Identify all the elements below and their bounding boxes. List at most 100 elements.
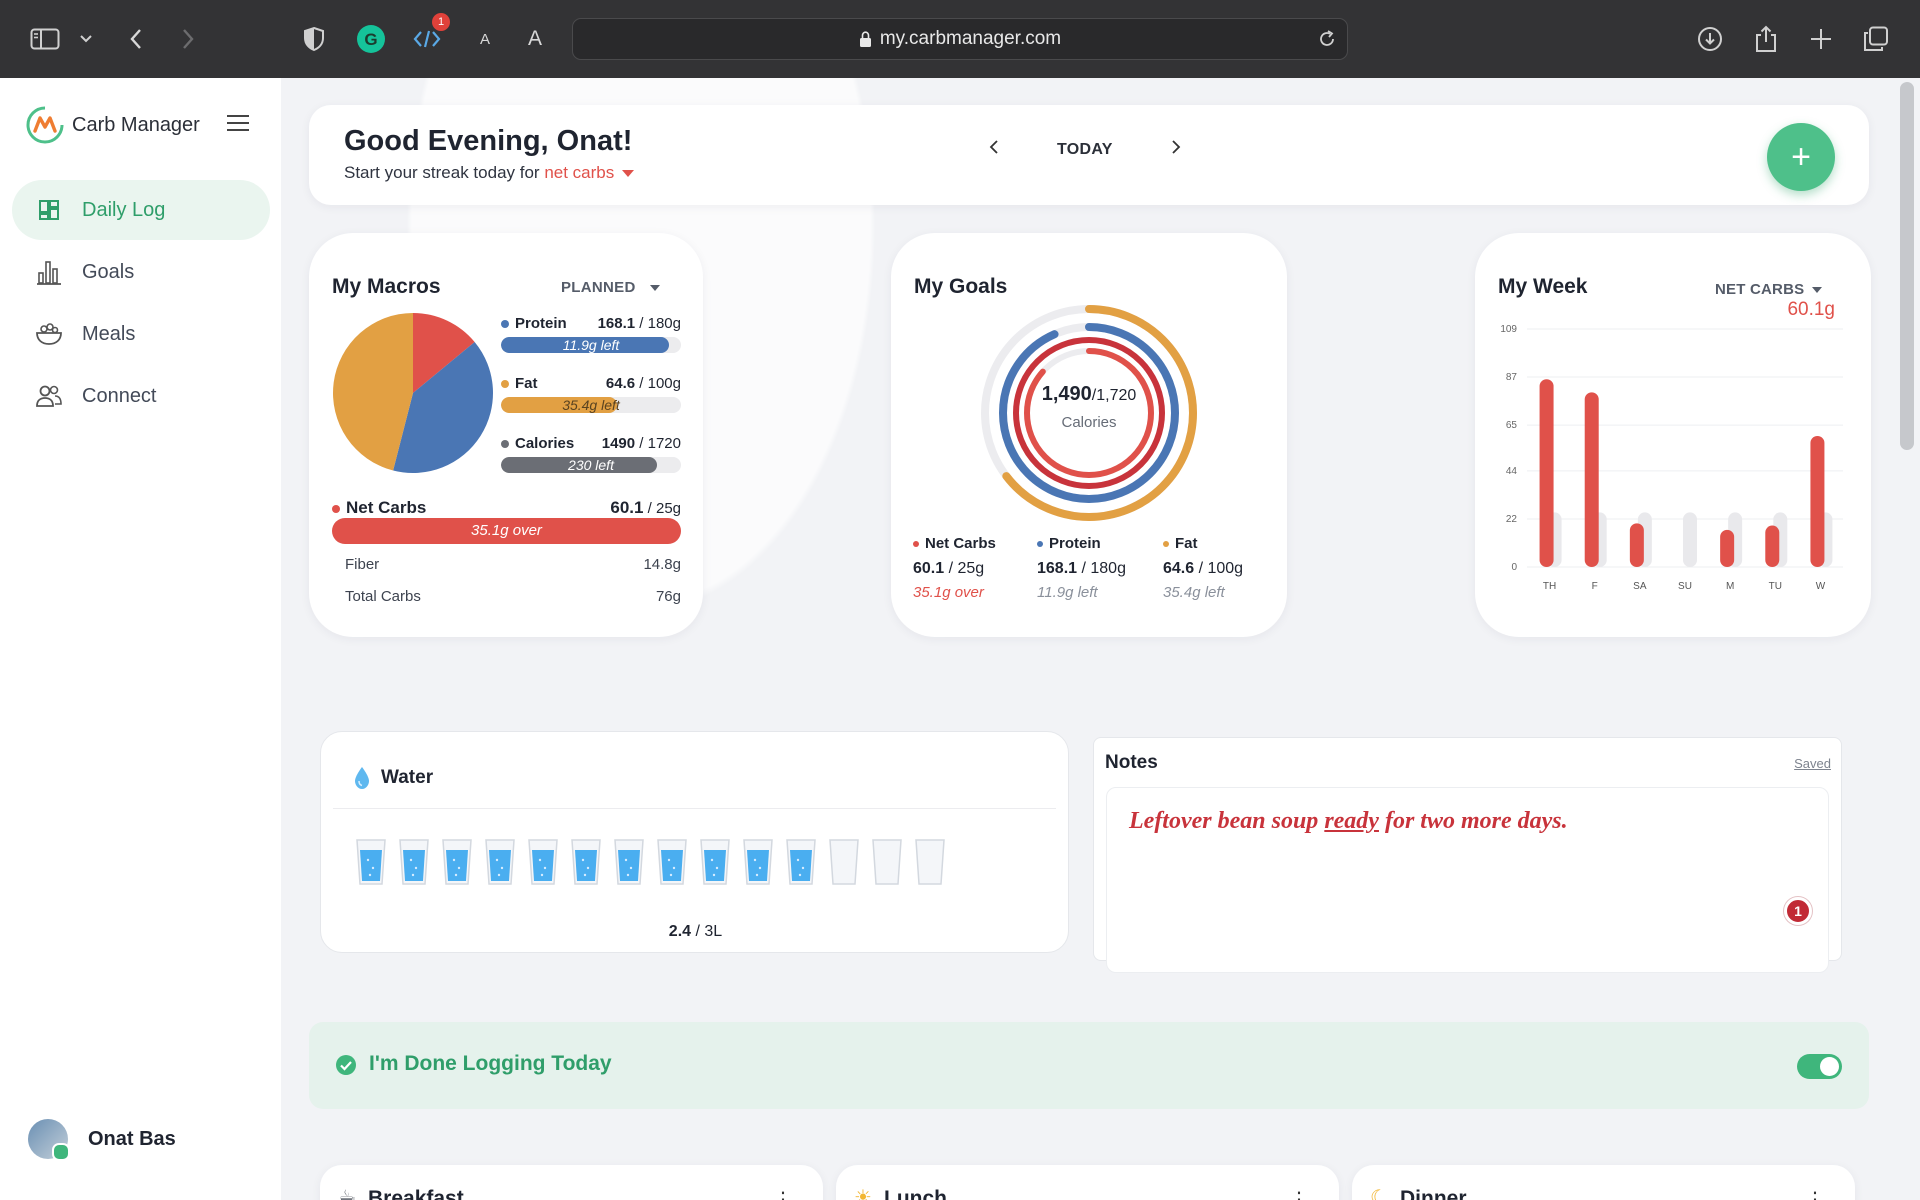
grammarly-icon[interactable]: G <box>356 22 386 56</box>
streak-text: Start your streak today for net carbs <box>344 163 635 183</box>
goal-value: 64.6 <box>1163 560 1195 577</box>
notes-textarea[interactable]: Leftover bean soup ready for two more da… <box>1106 787 1829 973</box>
chevron-down-icon[interactable] <box>76 22 96 56</box>
water-glass-full[interactable] <box>355 838 387 886</box>
share-icon[interactable] <box>1752 22 1780 56</box>
new-tab-icon[interactable] <box>1808 22 1834 56</box>
net-carbs-goal: / 25g <box>643 500 681 517</box>
bar-f[interactable] <box>1584 392 1599 567</box>
water-glass-full[interactable] <box>656 838 688 886</box>
y-tick-label: 65 <box>1506 420 1518 431</box>
done-logging-toggle[interactable] <box>1797 1054 1842 1079</box>
water-glass-full[interactable] <box>785 838 817 886</box>
protein-dot <box>1037 541 1043 548</box>
water-amount: 2.4 / 3L <box>321 923 1070 941</box>
carb-manager-logo-icon <box>26 106 64 144</box>
water-glass-full[interactable] <box>441 838 473 886</box>
svg-text:G: G <box>364 30 377 49</box>
my-macros-card: My Macros PLANNED Protein 168.1 / 180g 11… <box>309 233 703 637</box>
pie-slice-net-carbs <box>413 313 475 393</box>
sidebar-toggle-icon[interactable] <box>28 22 62 56</box>
water-drop-icon <box>355 767 369 789</box>
net-carbs-dot <box>332 504 340 513</box>
sidebar-item-meals[interactable]: Meals <box>12 304 270 364</box>
ring-calories <box>1024 348 1154 478</box>
back-icon[interactable] <box>124 22 148 56</box>
user-profile[interactable]: Onat Bas <box>28 1119 176 1161</box>
download-icon[interactable] <box>1696 22 1724 56</box>
bar-m[interactable] <box>1720 529 1735 567</box>
bar-sa[interactable] <box>1629 523 1644 567</box>
grammar-suggestion-badge[interactable]: 1 <box>1784 897 1812 925</box>
add-food-button[interactable]: + <box>1767 123 1835 191</box>
bar-th[interactable] <box>1539 379 1554 567</box>
water-glass-full[interactable] <box>613 838 645 886</box>
macro-row-calories: Calories 1490 / 1720 230 left <box>501 435 681 473</box>
macro-name: Fat <box>515 375 538 392</box>
fiber-value: 14.8g <box>643 556 681 573</box>
streak-metric-dropdown[interactable]: net carbs <box>544 163 615 182</box>
goal-value: 168.1 <box>1037 560 1078 577</box>
divider <box>333 808 1056 809</box>
macros-mode-dropdown[interactable]: PLANNED <box>561 279 660 296</box>
more-vertical-icon[interactable]: ⋮ <box>1805 1189 1825 1200</box>
date-label[interactable]: TODAY <box>1057 140 1113 158</box>
tabs-overview-icon[interactable] <box>1862 22 1890 56</box>
privacy-shield-icon[interactable] <box>300 22 328 56</box>
sidebar-item-goals[interactable]: Goals <box>12 242 270 302</box>
water-glass-full[interactable] <box>398 838 430 886</box>
water-glass-full[interactable] <box>742 838 774 886</box>
goal-col-net-carbs: Net Carbs 60.1 / 25g 35.1g over <box>913 535 1023 601</box>
pie-slice-fat <box>333 313 413 471</box>
fat-dot <box>1163 541 1169 548</box>
goal-name: Net Carbs <box>925 535 996 552</box>
next-day-icon[interactable] <box>1171 139 1181 160</box>
text-smaller-button[interactable]: A <box>479 30 490 48</box>
water-glass-full[interactable] <box>699 838 731 886</box>
previous-day-icon[interactable] <box>989 139 999 160</box>
forward-icon[interactable] <box>176 22 200 56</box>
sidebar-item-connect[interactable]: Connect <box>12 366 270 426</box>
url-text: my.carbmanager.com <box>879 28 1062 49</box>
goal-status: 35.1g over <box>913 584 984 601</box>
macro-goal: / 100g <box>635 375 681 392</box>
menu-icon[interactable] <box>226 114 250 137</box>
done-logging-label: I'm Done Logging Today <box>369 1052 612 1075</box>
more-vertical-icon[interactable]: ⋮ <box>1289 1189 1309 1200</box>
bar-tu[interactable] <box>1765 525 1780 567</box>
greeting-header: Good Evening, Onat! Start your streak to… <box>309 105 1869 205</box>
meal-card-dinner[interactable]: ☾ Dinner ⋮ <box>1352 1165 1855 1200</box>
sidebar-item-label: Connect <box>82 384 157 407</box>
code-extension-icon[interactable]: 1 <box>412 13 450 56</box>
reload-icon[interactable] <box>1317 29 1337 49</box>
fat-progress-fill <box>501 397 618 413</box>
app-name: Carb Manager <box>72 113 200 136</box>
total-carbs-label: Total Carbs <box>345 588 421 605</box>
goal-target: / 180g <box>1077 560 1126 577</box>
water-glass-empty[interactable] <box>828 838 860 886</box>
water-glass-full[interactable] <box>484 838 516 886</box>
protein-progress: 11.9g left <box>501 337 681 353</box>
app-logo[interactable]: Carb Manager <box>26 106 200 144</box>
water-glass-empty[interactable] <box>914 838 946 886</box>
fat-dot <box>501 380 509 389</box>
water-glass-full[interactable] <box>527 838 559 886</box>
avatar <box>28 1119 70 1161</box>
water-glass-empty[interactable] <box>871 838 903 886</box>
address-bar[interactable]: my.carbmanager.com <box>572 18 1348 60</box>
water-glasses <box>355 838 957 886</box>
text-larger-button[interactable]: A <box>527 27 542 50</box>
page-scrollbar[interactable] <box>1900 82 1914 450</box>
meal-card-breakfast[interactable]: ☕ Breakfast ⋮ <box>320 1165 823 1200</box>
meal-card-lunch[interactable]: ☀ Lunch ⋮ <box>836 1165 1339 1200</box>
caret-down-icon[interactable] <box>622 170 635 178</box>
week-metric-dropdown[interactable]: NET CARBS <box>1715 281 1823 298</box>
macro-row-fat: Fat 64.6 / 100g 35.4g left <box>501 375 681 413</box>
sidebar-item-daily-log[interactable]: Daily Log <box>12 180 270 240</box>
macros-mode-label: PLANNED <box>561 279 636 296</box>
calories-value: 1,490 <box>1041 383 1092 405</box>
water-glass-full[interactable] <box>570 838 602 886</box>
more-vertical-icon[interactable]: ⋮ <box>773 1189 793 1200</box>
bar-w[interactable] <box>1810 435 1825 567</box>
macro-remaining: 11.9g left <box>562 337 620 353</box>
